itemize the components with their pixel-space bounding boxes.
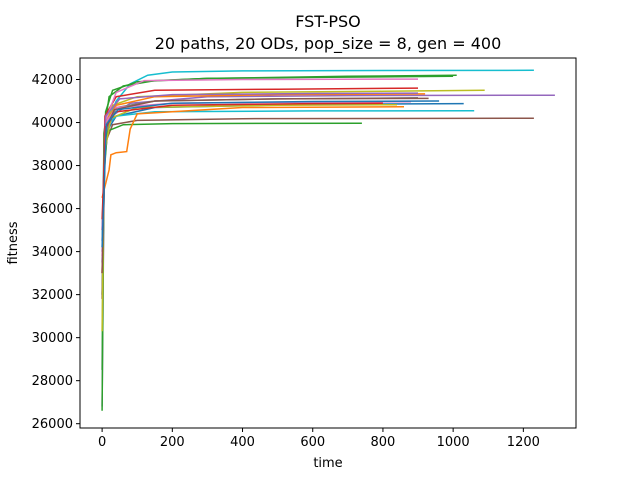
y-tick-label: 36000 — [32, 202, 73, 217]
series-line-15 — [101, 93, 426, 231]
series-line-9 — [101, 117, 534, 299]
series-line-11 — [101, 109, 475, 252]
y-tick-label: 38000 — [32, 159, 73, 174]
series-line-10 — [101, 122, 362, 411]
series-lines — [101, 69, 555, 411]
y-axis-ticks: 26000 28000 30000 32000 34000 36000 38000 40000… — [32, 73, 80, 432]
series-line-5 — [101, 94, 555, 407]
x-tick-label: 200 — [160, 435, 185, 450]
y-tick-label: 40000 — [32, 116, 73, 131]
chart-subtitle: 20 paths, 20 ODs, pop_size = 8, gen = 40… — [155, 34, 502, 54]
x-tick-label: 800 — [371, 435, 396, 450]
y-tick-label: 42000 — [32, 73, 73, 88]
y-tick-label: 32000 — [32, 288, 73, 303]
x-tick-label: 400 — [230, 435, 255, 450]
y-axis-label: fitness — [6, 221, 21, 264]
x-tick-label: 1200 — [507, 435, 540, 450]
series-line-12 — [101, 106, 405, 198]
plot-frame — [79, 57, 577, 429]
series-line-3 — [101, 74, 457, 295]
x-axis-label: time — [313, 456, 342, 471]
x-axis-ticks: 0 200 400 600 800 1000 1200 — [98, 428, 540, 450]
y-tick-label: 30000 — [32, 331, 73, 346]
x-tick-label: 600 — [300, 435, 325, 450]
series-line-20 — [101, 100, 440, 248]
x-tick-label: 1000 — [437, 435, 470, 450]
y-tick-label: 28000 — [32, 374, 73, 389]
series-line-14 — [101, 103, 398, 332]
y-tick-label: 34000 — [32, 245, 73, 260]
chart-title: FST-PSO — [295, 12, 361, 31]
x-tick-label: 0 — [98, 435, 106, 450]
series-line-6 — [101, 87, 419, 274]
y-tick-label: 26000 — [32, 417, 73, 432]
